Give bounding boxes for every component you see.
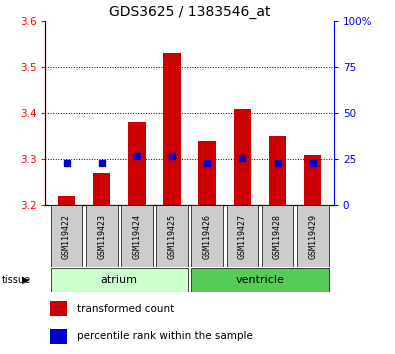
Bar [269, 136, 286, 205]
Text: ▶: ▶ [22, 275, 29, 285]
Text: GSM119425: GSM119425 [167, 214, 177, 259]
Text: GSM119426: GSM119426 [203, 214, 212, 259]
Bar [156, 205, 188, 267]
Text: tissue: tissue [2, 275, 31, 285]
Text: GSM119427: GSM119427 [238, 214, 247, 259]
Text: atrium: atrium [101, 275, 138, 285]
Bar [261, 205, 293, 267]
Bar [51, 268, 188, 292]
Bar [93, 173, 111, 205]
Text: GSM119422: GSM119422 [62, 214, 71, 259]
Text: GSM119429: GSM119429 [308, 214, 317, 259]
Text: ventricle: ventricle [235, 275, 284, 285]
Bar [50, 329, 67, 344]
Bar [163, 53, 181, 205]
Bar [297, 205, 329, 267]
Bar [191, 268, 329, 292]
Bar [128, 122, 146, 205]
Text: GSM119424: GSM119424 [132, 214, 141, 259]
Bar [51, 205, 82, 267]
Title: GDS3625 / 1383546_at: GDS3625 / 1383546_at [109, 5, 270, 19]
Bar [86, 205, 118, 267]
Bar [198, 141, 216, 205]
Bar [50, 301, 67, 316]
Bar [121, 205, 153, 267]
Bar [191, 205, 223, 267]
Bar [58, 196, 75, 205]
Text: transformed count: transformed count [77, 304, 175, 314]
Text: percentile rank within the sample: percentile rank within the sample [77, 331, 253, 341]
Text: GSM119423: GSM119423 [97, 214, 106, 259]
Bar [233, 109, 251, 205]
Text: GSM119428: GSM119428 [273, 214, 282, 259]
Bar [304, 155, 322, 205]
Bar [226, 205, 258, 267]
